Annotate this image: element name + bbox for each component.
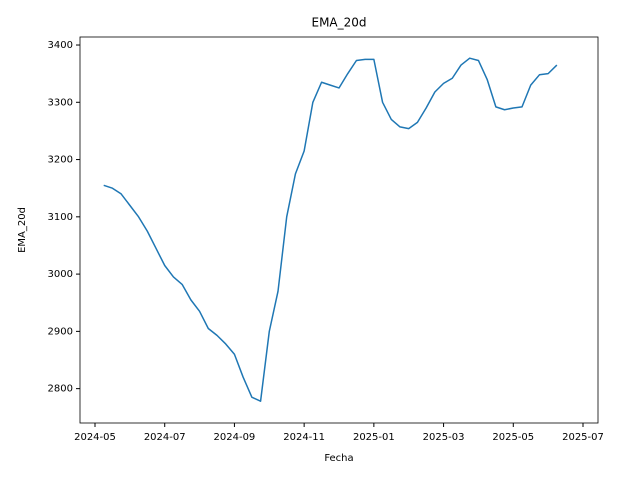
y-axis-label: EMA_20d	[17, 207, 28, 253]
y-tick-label: 3000	[48, 269, 73, 280]
y-tick-label: 2900	[48, 326, 73, 337]
x-axis-label: Fecha	[324, 453, 353, 464]
chart-title: EMA_20d	[311, 16, 366, 30]
x-tick-label: 2025-03	[423, 432, 465, 443]
x-tick-label: 2024-07	[144, 432, 186, 443]
x-tick-label: 2025-07	[562, 432, 604, 443]
plot-frame	[79, 36, 599, 424]
x-tick-label: 2024-11	[283, 432, 325, 443]
y-tick-label: 3300	[48, 97, 73, 108]
x-tick-label: 2024-09	[214, 432, 256, 443]
line	[103, 57, 558, 402]
x-tick-label: 2024-05	[74, 432, 116, 443]
y-tick-label: 3100	[48, 212, 73, 223]
y-tick-label: 3400	[48, 40, 73, 51]
y-tick-label: 3200	[48, 155, 73, 166]
x-tick-label: 2025-01	[353, 432, 395, 443]
x-tick-label: 2025-05	[492, 432, 534, 443]
y-tick-label: 2800	[48, 384, 73, 395]
